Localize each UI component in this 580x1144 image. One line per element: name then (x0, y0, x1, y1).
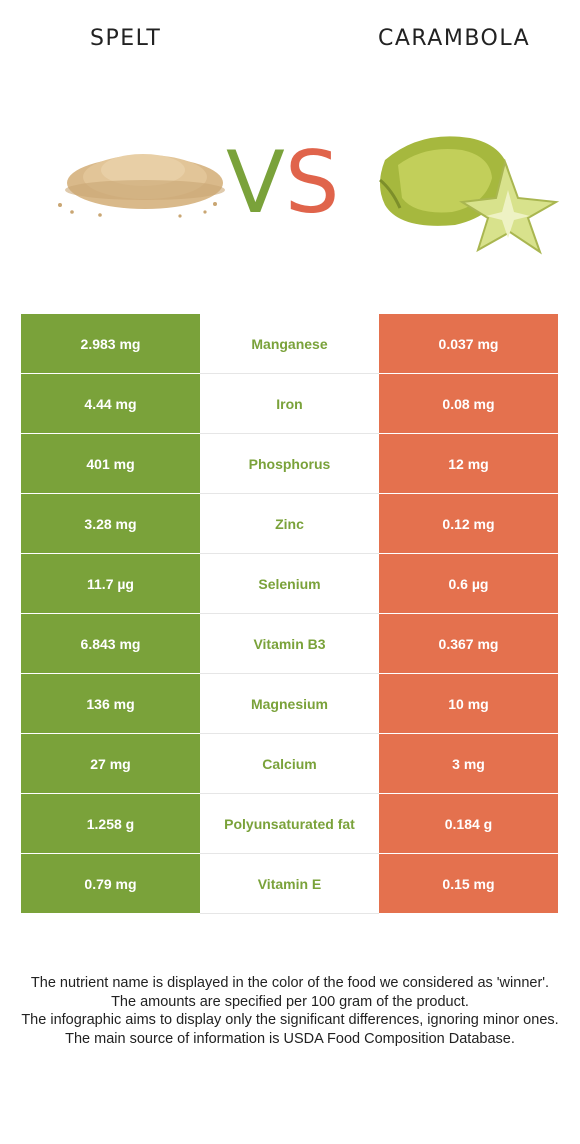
right-value: 12 mg (379, 433, 558, 494)
nutrient-name: Vitamin E (200, 853, 379, 914)
right-food-title: CARAMBOLA (378, 26, 531, 51)
vs-v: V (226, 133, 285, 233)
right-value: 0.12 mg (379, 493, 558, 554)
table-row: 3.28 mg Zinc 0.12 mg (21, 493, 558, 554)
table-row: 0.79 mg Vitamin E 0.15 mg (21, 853, 558, 914)
left-value: 4.44 mg (21, 373, 200, 434)
table-row: 401 mg Phosphorus 12 mg (21, 433, 558, 494)
footnote: The infographic aims to display only the… (21, 1012, 559, 1028)
right-value: 0.15 mg (379, 853, 558, 914)
spelt-grain-image (58, 154, 225, 218)
nutrient-name: Magnesium (200, 673, 379, 734)
nutrient-name: Vitamin B3 (200, 613, 379, 674)
vs-s: S (284, 133, 340, 233)
vs-label: VS (226, 140, 339, 226)
nutrient-name: Selenium (200, 553, 379, 614)
footnote: The amounts are specified per 100 gram o… (111, 993, 469, 1010)
table-row: 1.258 g Polyunsaturated fat 0.184 g (21, 793, 558, 854)
left-value: 11.7 µg (21, 553, 200, 614)
right-value: 0.6 µg (379, 553, 558, 614)
footnote: The nutrient name is displayed in the co… (30, 975, 550, 991)
nutrient-name: Calcium (200, 733, 379, 794)
right-value: 10 mg (379, 673, 558, 734)
nutrient-name: Zinc (200, 493, 379, 554)
nutrient-name: Polyunsaturated fat (200, 793, 379, 854)
right-value: 3 mg (379, 733, 558, 794)
left-value: 3.28 mg (21, 493, 200, 554)
left-value: 0.79 mg (21, 853, 200, 914)
right-value: 0.08 mg (379, 373, 558, 434)
table-row: 2.983 mg Manganese 0.037 mg (21, 314, 558, 374)
left-value: 136 mg (21, 673, 200, 734)
footnotes: The nutrient name is displayed in the co… (20, 974, 560, 1048)
table-row: 4.44 mg Iron 0.08 mg (21, 373, 558, 434)
left-value: 2.983 mg (21, 314, 200, 374)
table-row: 6.843 mg Vitamin B3 0.367 mg (21, 613, 558, 674)
left-value: 6.843 mg (21, 613, 200, 674)
nutrient-name: Manganese (200, 314, 379, 374)
left-value: 27 mg (21, 733, 200, 794)
table-row: 11.7 µg Selenium 0.6 µg (21, 553, 558, 614)
nutrient-name: Phosphorus (200, 433, 379, 494)
left-food-title: SPELT (90, 26, 162, 51)
table-row: 136 mg Magnesium 10 mg (21, 673, 558, 734)
comparison-table: 2.983 mg Manganese 0.037 mg 4.44 mg Iron… (21, 314, 558, 914)
right-value: 0.367 mg (379, 613, 558, 674)
nutrient-name: Iron (200, 373, 379, 434)
carambola-image (379, 136, 560, 255)
left-value: 401 mg (21, 433, 200, 494)
right-value: 0.037 mg (379, 314, 558, 374)
right-value: 0.184 g (379, 793, 558, 854)
table-row: 27 mg Calcium 3 mg (21, 733, 558, 794)
hero-images (58, 136, 560, 255)
footnote: The main source of information is USDA F… (65, 1030, 515, 1047)
left-value: 1.258 g (21, 793, 200, 854)
